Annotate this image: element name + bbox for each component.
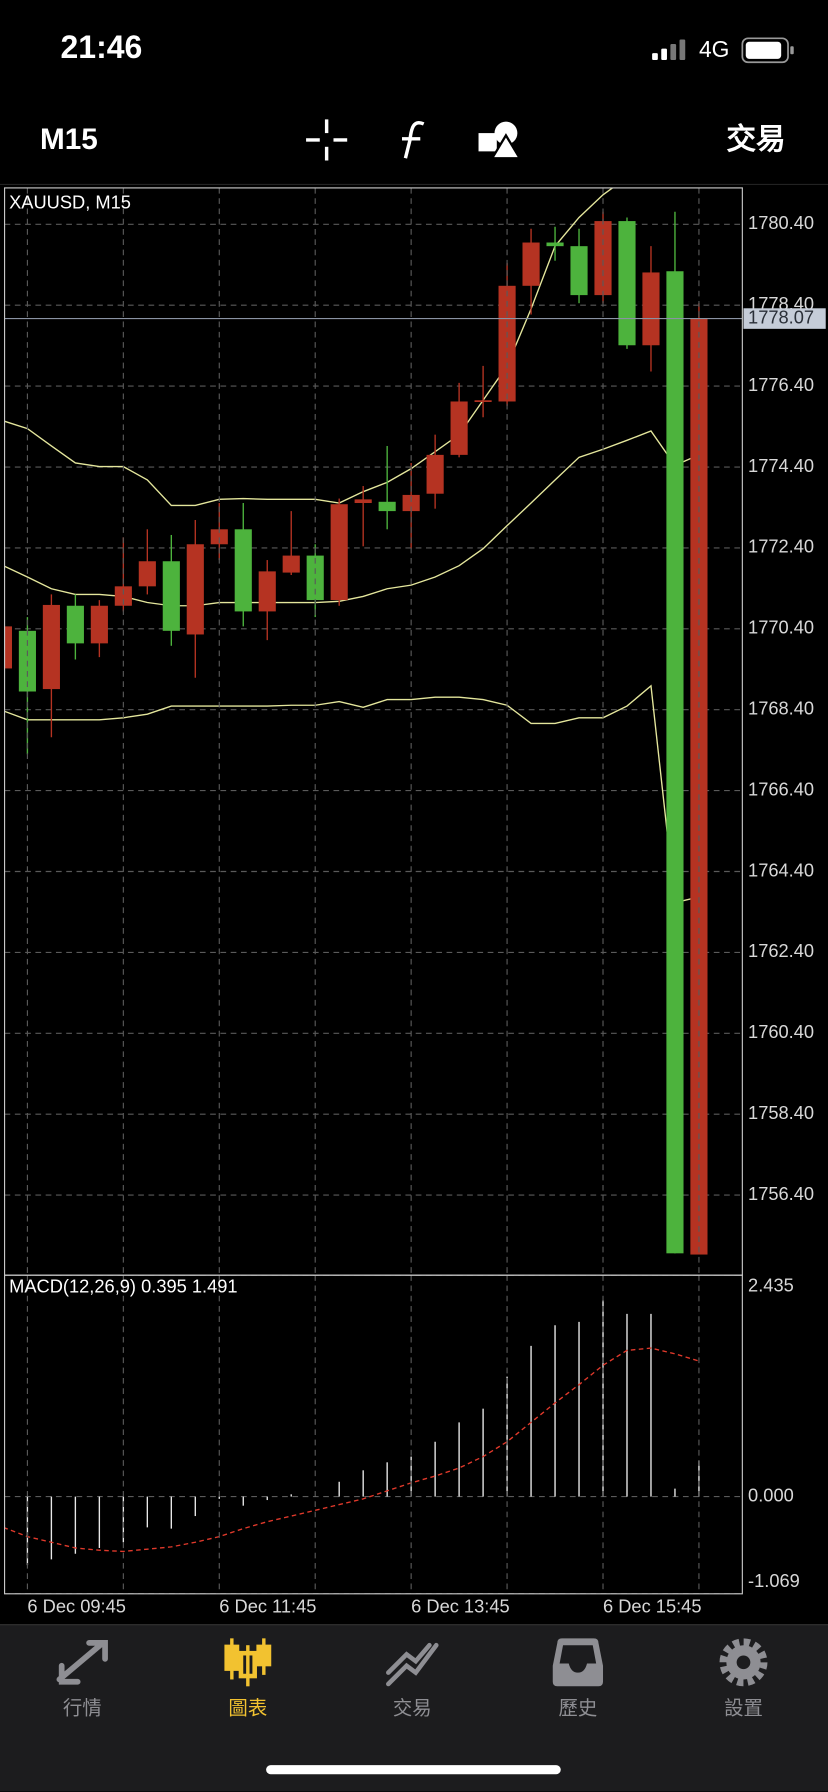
candle-body xyxy=(114,586,132,606)
candle-body xyxy=(642,272,660,346)
candle-body xyxy=(594,221,612,296)
tab-label[interactable]: 交易 xyxy=(393,1697,432,1719)
trade-icon[interactable] xyxy=(386,1642,439,1687)
candle-body xyxy=(90,605,108,644)
candle-body xyxy=(210,529,228,545)
network-label: 4G xyxy=(699,36,729,62)
y-tick-label: 1780.40 xyxy=(748,212,814,233)
signal-icon xyxy=(652,39,686,61)
y-tick-label: 1768.40 xyxy=(748,698,814,719)
timeframe-button[interactable]: M15 xyxy=(40,123,98,156)
trade-button[interactable]: 交易 xyxy=(726,122,785,156)
y-tick-label: 2.435 xyxy=(748,1274,794,1295)
tab-label[interactable]: 行情 xyxy=(63,1697,102,1719)
tab-label[interactable]: 設置 xyxy=(724,1697,763,1719)
objects-button[interactable] xyxy=(478,121,522,160)
y-tick-label: 1760.40 xyxy=(748,1021,814,1042)
indicator-button[interactable] xyxy=(402,121,425,159)
candle-body xyxy=(162,561,180,631)
x-tick-label: 6 Dec 11:45 xyxy=(219,1595,316,1616)
band-lower xyxy=(4,684,700,904)
candle-body xyxy=(450,401,468,455)
candle-body xyxy=(306,555,324,601)
x-tick-label: 6 Dec 13:45 xyxy=(411,1595,510,1616)
macd-panel-border xyxy=(3,1274,743,1595)
macd-plot xyxy=(4,1275,743,1594)
y-tick-label: 1764.40 xyxy=(748,859,814,880)
candle-body xyxy=(666,271,684,1254)
tab-label[interactable]: 歷史 xyxy=(558,1697,597,1719)
candle-body xyxy=(546,242,564,247)
macd-title: MACD(12,26,9) 0.395 1.491 xyxy=(9,1276,237,1297)
y-tick-label: 1762.40 xyxy=(748,940,814,961)
history-icon[interactable] xyxy=(552,1638,604,1687)
candle-body xyxy=(474,400,492,402)
candle-body xyxy=(618,221,636,346)
clock: 21:46 xyxy=(61,29,143,65)
y-tick-label: 1772.40 xyxy=(748,536,814,557)
home-indicator xyxy=(266,1765,561,1775)
chart-icon[interactable] xyxy=(224,1638,272,1687)
tab-bar xyxy=(0,1624,828,1792)
price-plot xyxy=(4,187,743,1276)
candle-body xyxy=(66,605,84,644)
candle-body xyxy=(186,544,204,635)
y-tick-label: 1758.40 xyxy=(748,1102,814,1123)
candle-body xyxy=(42,604,60,690)
candle-body xyxy=(354,499,372,504)
tab-label[interactable]: 圖表 xyxy=(228,1697,267,1719)
y-tick-label: 1766.40 xyxy=(748,778,814,799)
candle-body xyxy=(426,454,444,494)
y-tick-label: 1756.40 xyxy=(748,1183,814,1204)
candle-body xyxy=(330,504,348,601)
last-price-label: 1778.07 xyxy=(748,306,814,327)
settings-icon[interactable] xyxy=(719,1638,768,1687)
y-tick-label: -1.069 xyxy=(748,1570,800,1591)
candle-body xyxy=(522,242,540,286)
battery-icon xyxy=(741,37,794,64)
crosshair-button[interactable] xyxy=(306,119,348,161)
candle-body xyxy=(234,529,252,612)
candle-body xyxy=(402,494,420,512)
last-price-box xyxy=(743,308,826,329)
axes: 1780.401778.401776.401774.401772.401770.… xyxy=(27,212,826,1616)
x-tick-label: 6 Dec 15:45 xyxy=(603,1595,702,1616)
quotes-icon[interactable] xyxy=(56,1640,108,1685)
candle-body xyxy=(282,555,300,573)
y-tick-label: 0.000 xyxy=(748,1484,794,1505)
chart-title: XAUUSD, M15 xyxy=(9,192,131,213)
y-tick-label: 1776.40 xyxy=(748,374,814,395)
candle-body xyxy=(570,246,588,296)
y-tick-label: 1770.40 xyxy=(748,617,814,638)
candle-body xyxy=(138,561,156,587)
y-tick-label: 1774.40 xyxy=(748,455,814,476)
candle-body xyxy=(4,626,12,669)
candle-body xyxy=(258,571,276,612)
x-tick-label: 6 Dec 09:45 xyxy=(27,1595,126,1616)
candle-body xyxy=(378,501,396,512)
